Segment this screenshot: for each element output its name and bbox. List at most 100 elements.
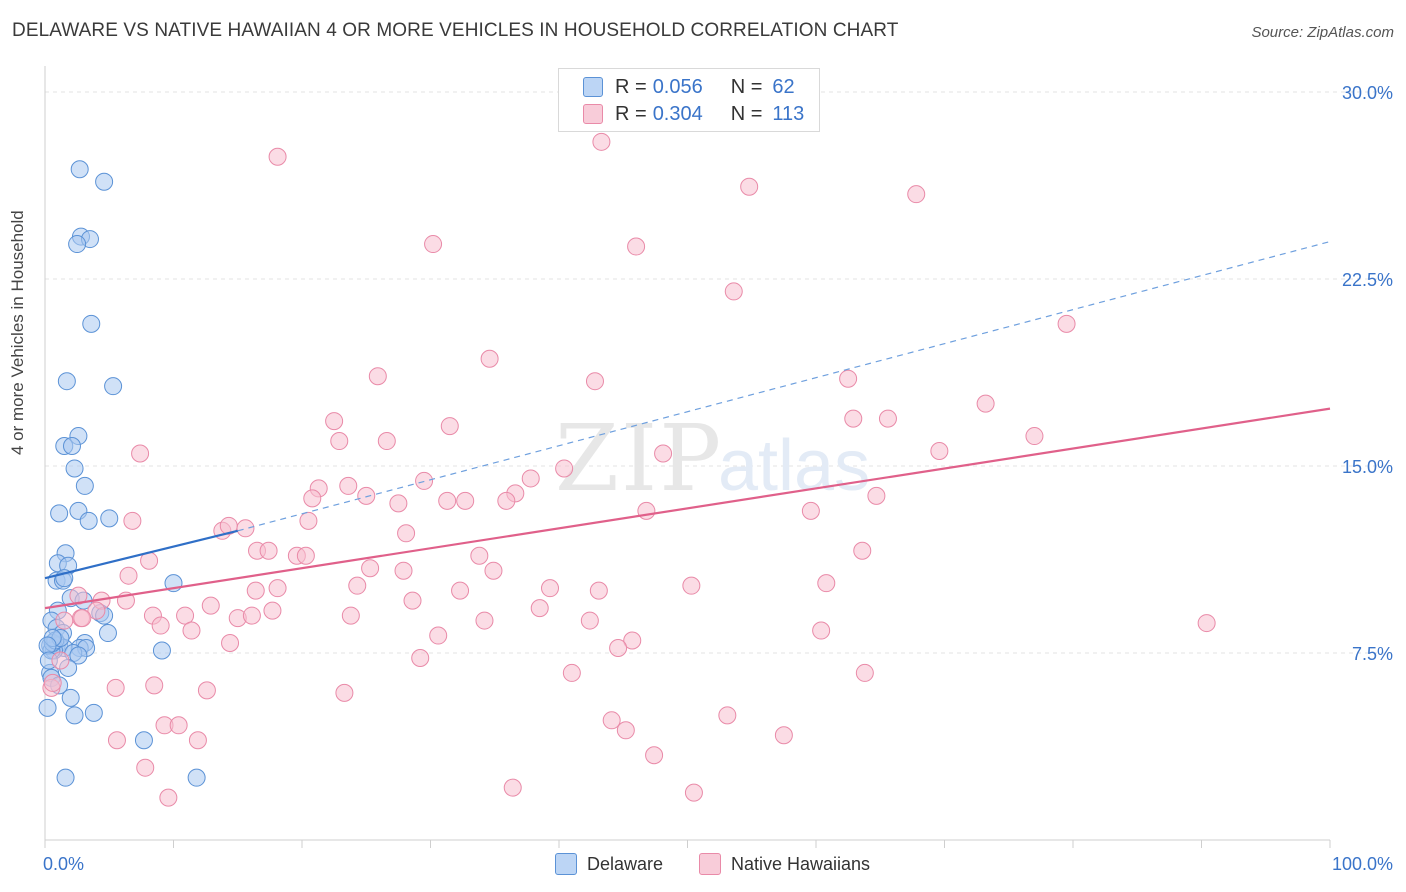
hawaiian-point xyxy=(325,412,344,431)
y-tick-label: 22.5% xyxy=(1342,270,1393,290)
hawaiian-point xyxy=(497,491,516,510)
hawaiian-point xyxy=(718,706,737,725)
hawaiian-point xyxy=(907,185,926,204)
hawaiian-point xyxy=(43,673,62,692)
hawaiian-point xyxy=(268,147,287,166)
hawaiian-point xyxy=(296,546,315,565)
delaware-point xyxy=(65,459,84,478)
hawaiian-point xyxy=(341,606,360,625)
hawaiian-point xyxy=(299,511,318,530)
hawaiian-point xyxy=(645,746,664,765)
x-tick-label: 0.0% xyxy=(43,854,84,874)
hawaiian-point xyxy=(585,372,604,391)
hawaiian-point xyxy=(637,501,656,520)
hawaiian-point xyxy=(867,486,886,505)
hawaiian-r-label: R = xyxy=(615,102,647,125)
hawaiian-point xyxy=(303,489,322,508)
watermark-atlas: atlas xyxy=(718,426,870,506)
hawaiian-point xyxy=(976,394,995,413)
hawaiian-point xyxy=(627,237,646,256)
delaware-n-value: 62 xyxy=(772,75,795,98)
legend-item-delaware: Delaware xyxy=(555,850,663,878)
hawaiian-point xyxy=(456,491,475,510)
delaware-trend-dashed xyxy=(237,240,1331,532)
hawaiian-point xyxy=(201,596,220,615)
hawaiian-point xyxy=(438,491,457,510)
hawaiian-point xyxy=(839,369,858,388)
hawaiian-point xyxy=(424,235,443,254)
delaware-n-label: N = xyxy=(730,75,763,98)
hawaiian-point xyxy=(801,501,820,520)
hawaiian-point xyxy=(740,177,759,196)
delaware-point xyxy=(187,768,206,787)
hawaiian-point xyxy=(236,519,255,538)
watermark: ZIP atlas xyxy=(555,405,870,512)
delaware-point xyxy=(79,511,98,530)
legend-hawaiians-swatch xyxy=(699,853,721,875)
y-tick-label: 15.0% xyxy=(1342,457,1393,477)
hawaiian-point xyxy=(339,476,358,495)
correlation-legend: R = 0.056 N = 62 R = 0.304 N = 113 xyxy=(558,68,820,132)
delaware-point xyxy=(82,314,101,333)
hawaiian-point xyxy=(119,566,138,585)
hawaiian-point xyxy=(151,616,170,635)
hawaiian-point xyxy=(503,778,522,797)
hawaiian-point xyxy=(451,581,470,600)
delaware-point xyxy=(100,509,119,528)
hawaiian-point xyxy=(357,486,376,505)
hawaiian-point xyxy=(145,676,164,695)
hawaiian-point xyxy=(682,576,701,595)
hawaiian-point xyxy=(521,469,540,488)
hawaiian-point xyxy=(268,579,287,598)
hawaiian-point xyxy=(107,731,126,750)
hawaiian-point xyxy=(197,681,216,700)
hawaiian-point xyxy=(51,651,70,670)
hawaiian-point xyxy=(555,459,574,478)
delaware-point xyxy=(38,698,57,717)
legend-item-hawaiians: Native Hawaiians xyxy=(699,850,870,878)
hawaiian-point xyxy=(263,601,282,620)
hawaiian-point xyxy=(330,432,349,451)
source-label: Source: ZipAtlas.com xyxy=(1251,24,1394,41)
tick-labels: 7.5% 15.0% 22.5% 30.0% 0.0% 100.0% xyxy=(43,83,1393,874)
delaware-point xyxy=(98,624,117,643)
hawaiian-swatch xyxy=(583,104,603,124)
delaware-point xyxy=(62,437,81,456)
hawaiian-point xyxy=(609,639,628,657)
delaware-r-label: R = xyxy=(615,75,647,98)
hawaiian-point xyxy=(246,581,265,600)
delaware-swatch xyxy=(583,77,603,97)
hawaiian-point xyxy=(221,634,240,653)
trend-lines xyxy=(44,240,1331,610)
hawaiian-point xyxy=(475,611,494,630)
hawaiian-point xyxy=(440,417,459,436)
hawaiian-point xyxy=(136,758,155,777)
delaware-point xyxy=(152,641,171,660)
hawaiian-point xyxy=(131,444,150,463)
hawaiian-point xyxy=(106,678,125,697)
hawaiian-n-label: N = xyxy=(730,102,763,125)
hawaiian-point xyxy=(429,626,448,645)
hawaiian-point xyxy=(724,282,743,301)
delaware-point xyxy=(69,646,88,665)
hawaiian-point xyxy=(411,648,430,667)
hawaiian-point xyxy=(259,541,278,560)
legend-hawaiians-label: Native Hawaiians xyxy=(731,853,871,874)
hawaiian-point xyxy=(930,442,949,461)
watermark-zip: ZIP xyxy=(555,405,723,512)
hawaiian-point xyxy=(361,559,380,578)
hawaiian-point xyxy=(394,561,413,580)
hawaiian-point xyxy=(69,586,88,605)
hawaiian-point xyxy=(176,606,195,625)
hawaiian-point xyxy=(159,788,178,807)
hawaiian-point xyxy=(480,349,499,368)
hawaiian-point xyxy=(530,599,549,618)
hawaiian-point xyxy=(335,683,354,702)
delaware-point xyxy=(61,688,80,707)
delaware-point xyxy=(68,235,87,254)
hawaiian-point xyxy=(817,574,836,593)
delaware-point xyxy=(84,703,103,722)
delaware-point xyxy=(38,636,57,655)
hawaiian-point xyxy=(87,601,106,620)
